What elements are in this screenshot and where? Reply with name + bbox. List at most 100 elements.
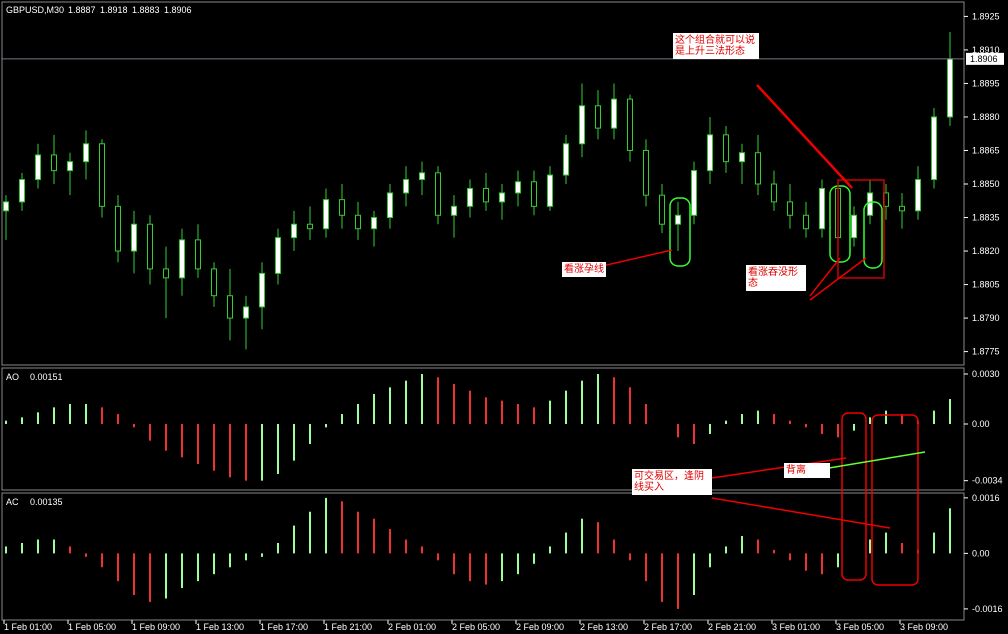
x-tick-label: 2 Feb 01:00	[388, 622, 436, 632]
candle-body	[51, 154, 57, 172]
candle-body	[771, 183, 777, 203]
candle-body	[787, 201, 793, 216]
candle-body	[851, 214, 857, 239]
y-tick-label: 1.8865	[972, 145, 1000, 155]
candle-body	[515, 181, 521, 194]
candle-body	[323, 199, 329, 230]
candle-body	[707, 134, 713, 172]
x-tick-label: 2 Feb 05:00	[452, 622, 500, 632]
candle-body	[339, 199, 345, 216]
candle-body	[259, 272, 265, 308]
candle-body	[531, 181, 537, 207]
y-tick-label: 1.8790	[972, 313, 1000, 323]
y-tick-label: 0.00	[972, 548, 990, 558]
candle-body	[931, 116, 937, 181]
y-tick-label: -0.0016	[972, 604, 1003, 614]
candle-body	[595, 105, 601, 129]
candle-body	[803, 214, 809, 230]
y-tick-label: 1.8835	[972, 213, 1000, 223]
annotation: 背离	[784, 463, 830, 478]
candle-body	[3, 201, 9, 212]
candle-body	[675, 214, 681, 225]
ohlc: 1.8906	[164, 5, 192, 15]
y-tick-label: 1.8820	[972, 246, 1000, 256]
x-tick-label: 1 Feb 17:00	[260, 622, 308, 632]
candle-body	[419, 172, 425, 181]
candle-body	[739, 152, 745, 163]
y-tick-label: 1.8910	[972, 45, 1000, 55]
annotation: 可交易区，逢阴线买入	[632, 469, 712, 495]
candle-body	[83, 143, 89, 163]
ao-panel	[1, 367, 965, 491]
x-tick-label: 1 Feb 05:00	[68, 622, 116, 632]
x-tick-label: 1 Feb 09:00	[132, 622, 180, 632]
ac-panel	[1, 492, 965, 621]
x-tick-label: 2 Feb 13:00	[580, 622, 628, 632]
candle-body	[227, 295, 233, 319]
candle-body	[579, 105, 585, 145]
annotation: 看涨吞没形态	[746, 265, 806, 291]
y-tick-label: 1.8805	[972, 280, 1000, 290]
ohlc: 1.8887	[68, 5, 96, 15]
annotation: 这个组合就可以说是上升三法形态	[673, 33, 759, 59]
y-tick-label: 0.00	[972, 419, 990, 429]
main-panel	[1, 1, 965, 366]
candle-body	[371, 217, 377, 230]
y-tick-label: 0.0030	[972, 369, 1000, 379]
x-tick-label: 1 Feb 01:00	[4, 622, 52, 632]
symbol: GBPUSD,M30	[6, 5, 64, 15]
candle-body	[291, 223, 297, 239]
candle-body	[67, 161, 73, 172]
candle-body	[435, 172, 441, 216]
candle-body	[163, 268, 169, 279]
candle-body	[147, 223, 153, 270]
candle-body	[131, 223, 137, 252]
candle-body	[755, 152, 761, 185]
x-tick-label: 2 Feb 21:00	[708, 622, 756, 632]
ohlc: 1.8918	[100, 5, 128, 15]
candle-body	[243, 306, 249, 319]
y-tick-label: -0.0034	[972, 476, 1003, 486]
candle-body	[483, 187, 489, 203]
candle-body	[19, 179, 25, 203]
y-tick-label: 1.8895	[972, 78, 1000, 88]
x-tick-label: 3 Feb 01:00	[772, 622, 820, 632]
candle-body	[195, 239, 201, 270]
candle-body	[467, 187, 473, 207]
annotation: 看涨孕线	[562, 262, 606, 277]
candle-body	[867, 192, 873, 216]
candle-body	[643, 149, 649, 196]
candle-body	[691, 170, 697, 216]
x-tick-label: 2 Feb 09:00	[516, 622, 564, 632]
candle-body	[819, 187, 825, 230]
candle-body	[627, 98, 633, 151]
candle-body	[611, 98, 617, 129]
y-tick-label: 1.8775	[972, 347, 1000, 357]
candle-body	[387, 192, 393, 219]
x-tick-label: 1 Feb 21:00	[324, 622, 372, 632]
ao-value: 0.00151	[30, 372, 63, 382]
y-tick-label: 1.8850	[972, 179, 1000, 189]
candle-body	[179, 239, 185, 279]
candle-body	[915, 179, 921, 212]
candle-body	[451, 205, 457, 216]
candle-body	[659, 194, 665, 225]
ohlc: 1.8883	[132, 5, 160, 15]
candle-body	[355, 214, 361, 230]
candle-body	[547, 174, 553, 207]
candle-body	[723, 134, 729, 163]
candle-body	[403, 179, 409, 194]
price-box	[966, 52, 1004, 65]
x-tick-label: 3 Feb 09:00	[900, 622, 948, 632]
x-tick-label: 1 Feb 13:00	[196, 622, 244, 632]
candle-body	[99, 143, 105, 207]
candle-body	[899, 205, 905, 212]
ac-value: 0.00135	[30, 497, 63, 507]
y-tick-label: 0.0016	[972, 493, 1000, 503]
ac-label: AC	[6, 497, 19, 507]
candle-body	[115, 205, 121, 252]
y-tick-label: 1.8880	[972, 112, 1000, 122]
